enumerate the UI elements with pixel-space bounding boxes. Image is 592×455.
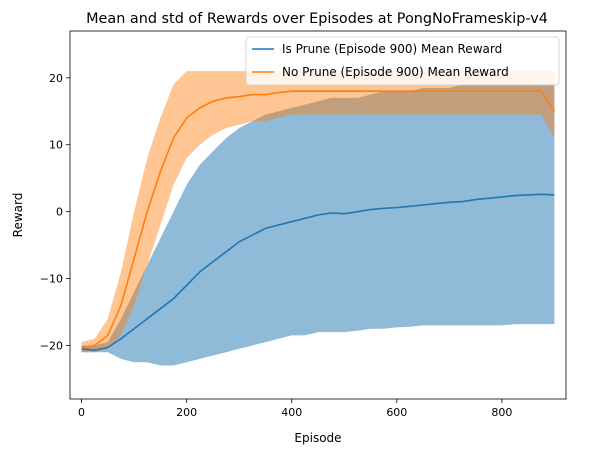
std-band-is-prune xyxy=(81,84,555,366)
std-bands xyxy=(81,71,555,366)
legend: Is Prune (Episode 900) Mean Reward No Pr… xyxy=(245,36,560,86)
y-axis: −20 −10 0 10 20 xyxy=(40,72,70,352)
y-tick-label: 20 xyxy=(49,72,63,85)
y-tick-label: 10 xyxy=(49,139,63,152)
y-tick-label: 0 xyxy=(56,206,63,219)
legend-label-no-prune: No Prune (Episode 900) Mean Reward xyxy=(282,65,509,79)
x-axis-label: Episode xyxy=(294,431,341,445)
x-axis: 0 200 400 600 800 xyxy=(78,399,512,419)
chart-title: Mean and std of Rewards over Episodes at… xyxy=(86,11,548,27)
x-tick-label: 800 xyxy=(491,406,512,419)
plot-frame xyxy=(69,30,567,400)
y-tick-label: −10 xyxy=(40,273,63,286)
x-tick-label: 600 xyxy=(386,406,407,419)
std-band-no-prune xyxy=(81,71,555,353)
x-tick-label: 0 xyxy=(78,406,85,419)
mean-lines xyxy=(81,90,556,352)
legend-box xyxy=(245,36,560,86)
legend-label-is-prune: Is Prune (Episode 900) Mean Reward xyxy=(282,42,502,56)
mean-line-is-prune xyxy=(81,193,555,352)
y-tick-label: −20 xyxy=(40,339,63,352)
y-axis-label: Reward xyxy=(11,193,25,238)
x-tick-label: 400 xyxy=(281,406,302,419)
mean-line-no-prune xyxy=(81,90,556,349)
x-tick-label: 200 xyxy=(176,406,197,419)
